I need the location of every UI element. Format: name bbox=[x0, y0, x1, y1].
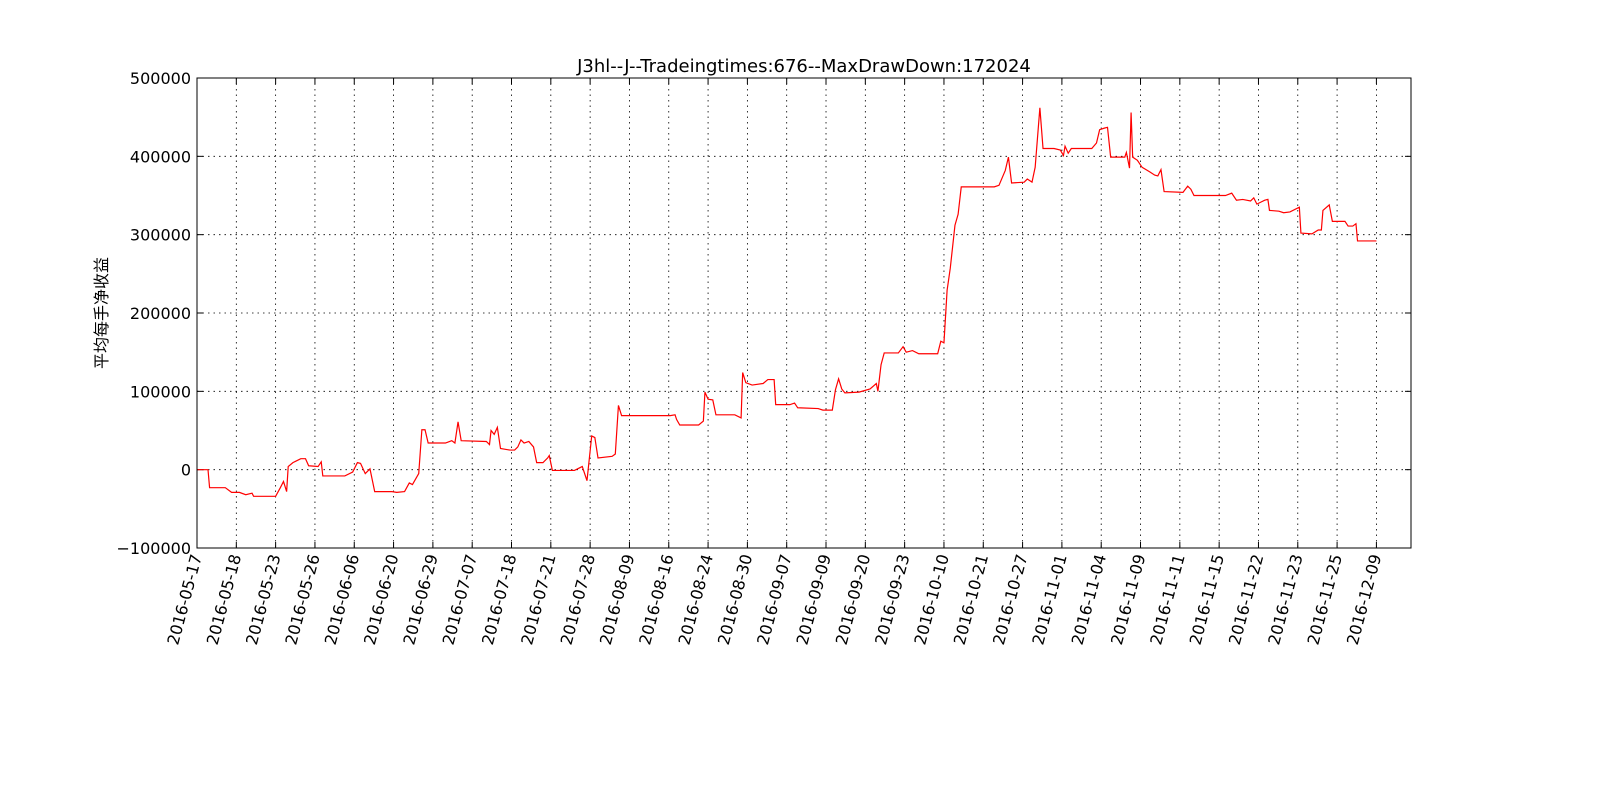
y-tick-label: 100000 bbox=[130, 382, 191, 401]
y-tick-label: −100000 bbox=[117, 539, 191, 558]
plot-frame bbox=[196, 77, 1412, 549]
y-tick-label: 400000 bbox=[130, 147, 191, 166]
y-tick-label: 0 bbox=[181, 461, 191, 480]
y-tick-label: 200000 bbox=[130, 304, 191, 323]
y-tick-label: 500000 bbox=[130, 69, 191, 88]
y-tick-label: 300000 bbox=[130, 226, 191, 245]
y-axis-label: 平均每手净收益 bbox=[92, 257, 111, 369]
data-line bbox=[197, 107, 1377, 497]
chart-title: J3hl--J--Tradeingtimes:676--MaxDrawDown:… bbox=[576, 56, 1031, 77]
